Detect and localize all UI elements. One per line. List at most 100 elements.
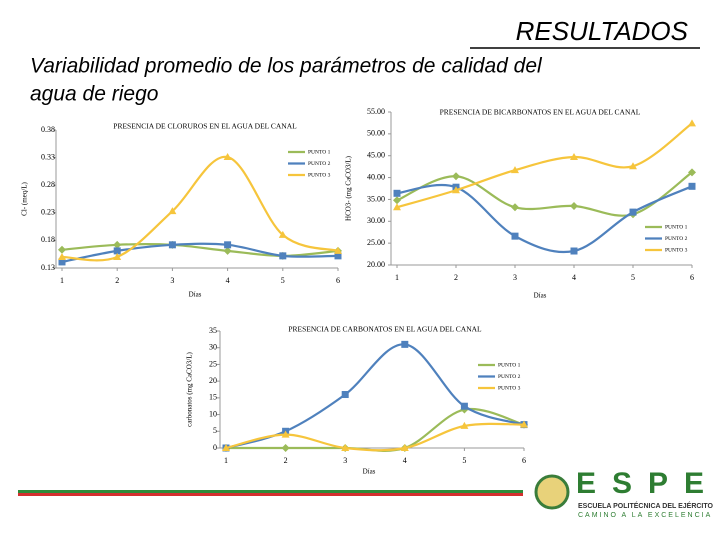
- x-tick-label: 2: [115, 276, 119, 285]
- marker: [629, 162, 637, 170]
- marker: [168, 241, 176, 249]
- marker: [58, 245, 66, 254]
- legend-label: PUNTO 3: [498, 385, 521, 391]
- marker: [58, 252, 66, 260]
- marker: [629, 208, 637, 216]
- marker: [334, 246, 342, 254]
- y-tick-label: 45.00: [367, 151, 385, 160]
- marker: [113, 252, 122, 260]
- x-tick-label: 2: [284, 456, 288, 465]
- x-tick-label: 1: [395, 273, 399, 282]
- legend-label: PUNTO 1: [308, 149, 331, 155]
- series-line: [396, 122, 693, 209]
- marker: [222, 444, 230, 451]
- marker: [223, 153, 232, 161]
- y-tick-label: 0.38: [41, 125, 55, 134]
- y-tick-label: 5: [213, 426, 217, 435]
- x-tick-label: 1: [60, 276, 64, 285]
- y-tick-label: 0.13: [41, 263, 55, 272]
- marker: [341, 391, 349, 399]
- y-tick-label: 0.28: [41, 180, 55, 189]
- marker: [279, 252, 287, 260]
- chart-title: PRESENCIA DE CLORUROS EN EL AGUA DEL CAN…: [113, 122, 297, 131]
- y-tick-label: 25.00: [367, 238, 385, 247]
- marker: [460, 402, 468, 410]
- marker: [452, 172, 460, 181]
- x-tick-label: 3: [343, 456, 347, 465]
- marker: [58, 258, 66, 266]
- marker: [570, 153, 578, 161]
- logo-line: CAMINO A LA EXCELENCIA: [578, 512, 712, 519]
- x-axis-label: Días: [189, 291, 202, 299]
- x-tick-label: 6: [336, 276, 340, 285]
- marker: [113, 247, 121, 255]
- marker: [223, 246, 232, 255]
- x-tick-label: 4: [572, 273, 576, 282]
- legend-label: PUNTO 2: [308, 161, 331, 167]
- marker: [168, 207, 177, 215]
- marker: [511, 232, 519, 240]
- marker: [393, 189, 401, 197]
- y-tick-label: 55.00: [367, 107, 385, 116]
- y-tick-label: 35: [209, 326, 217, 335]
- logo-name: ESPE: [576, 467, 720, 500]
- x-axis-label: Días: [363, 468, 376, 476]
- y-tick-label: 10: [209, 409, 217, 418]
- marker: [400, 444, 409, 451]
- y-axis-label: HCO3- (mg CaCO3/L): [345, 155, 353, 221]
- x-axis-label: Días: [534, 292, 547, 300]
- x-tick-label: 3: [170, 276, 174, 285]
- y-tick-label: 0.23: [41, 208, 55, 217]
- marker: [393, 196, 401, 205]
- legend-label: PUNTO 3: [308, 172, 331, 178]
- legend-label: PUNTO 3: [665, 247, 688, 253]
- marker: [278, 230, 287, 238]
- series-line: [225, 422, 525, 452]
- x-tick-label: 5: [631, 273, 635, 282]
- y-tick-label: 20: [209, 376, 217, 385]
- x-tick-label: 2: [454, 273, 458, 282]
- marker: [688, 182, 696, 190]
- marker: [688, 168, 696, 177]
- footer-stripe: [18, 493, 523, 496]
- subtitle: Variabilidad promedio de los parámetros …: [30, 55, 543, 78]
- series-line: [396, 171, 693, 217]
- legend-label: PUNTO 1: [665, 224, 688, 230]
- marker: [460, 421, 469, 429]
- y-tick-label: 40.00: [367, 172, 385, 181]
- y-tick-label: 0.18: [41, 235, 55, 244]
- marker: [570, 201, 578, 210]
- marker: [393, 203, 401, 211]
- marker: [281, 444, 290, 452]
- x-tick-label: 4: [403, 456, 407, 465]
- logo-emblem: [534, 474, 570, 510]
- subtitle: agua de riego: [30, 83, 159, 106]
- y-tick-label: 35.00: [367, 194, 385, 203]
- marker: [113, 240, 122, 249]
- y-tick-label: 30: [209, 343, 217, 352]
- marker: [401, 340, 409, 348]
- y-axis-label: carbonatos (mg CaCO3/L): [186, 352, 194, 427]
- marker: [511, 166, 519, 174]
- marker: [688, 119, 696, 127]
- chart-title: PRESENCIA DE BICARBONATOS EN EL AGUA DEL…: [440, 108, 641, 117]
- x-tick-label: 5: [281, 276, 285, 285]
- x-tick-label: 1: [224, 456, 228, 465]
- x-tick-label: 6: [522, 456, 526, 465]
- legend-label: PUNTO 2: [498, 374, 521, 380]
- y-tick-label: 30.00: [367, 216, 385, 225]
- series-line: [61, 242, 339, 264]
- marker: [570, 247, 578, 255]
- marker: [520, 420, 528, 428]
- x-tick-label: 6: [690, 273, 694, 282]
- logo-line: ESCUELA POLITÉCNICA DEL EJÉRCITO: [578, 501, 714, 510]
- x-tick-label: 4: [226, 276, 230, 285]
- marker: [334, 252, 342, 260]
- marker: [281, 430, 290, 438]
- series-line: [225, 343, 525, 450]
- marker: [341, 444, 350, 451]
- slide-title: RESULTADOS: [516, 16, 689, 46]
- footer-stripe: [18, 490, 523, 493]
- y-tick-label: 0: [213, 443, 217, 452]
